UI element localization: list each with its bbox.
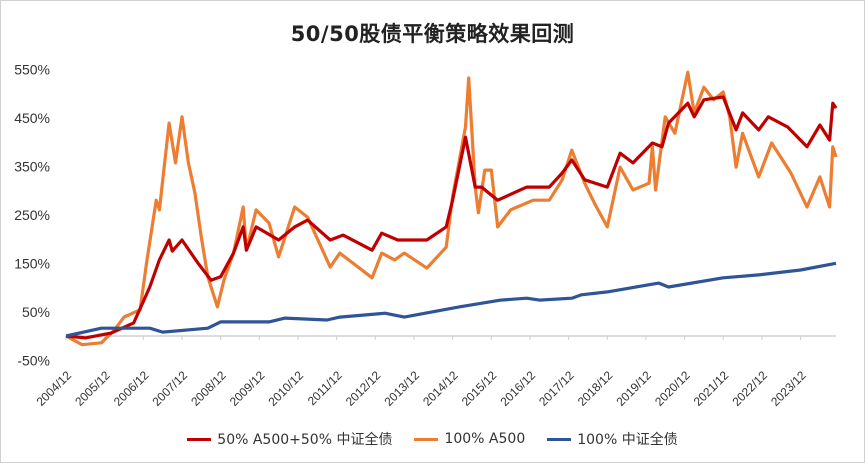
legend-swatch <box>414 437 439 441</box>
x-tick-label: 2019/12 <box>613 368 654 409</box>
x-tick-label: 2018/12 <box>575 368 616 409</box>
legend-swatch <box>547 437 572 441</box>
x-tick-label: 2013/12 <box>381 368 422 409</box>
x-tick-label: 2022/12 <box>729 368 770 409</box>
x-tick-label: 2016/12 <box>497 368 538 409</box>
x-tick-label: 2007/12 <box>150 368 191 409</box>
x-tick-label: 2010/12 <box>266 368 307 409</box>
legend-label: 100% A500 <box>444 431 526 447</box>
x-tick-label: 2006/12 <box>111 368 152 409</box>
chart-title: 50/50股债平衡策略效果回测 <box>290 22 575 46</box>
x-tick-label: 2015/12 <box>459 368 500 409</box>
series-lines <box>65 70 838 347</box>
series-line-0 <box>65 95 838 340</box>
x-tick-label: 2009/12 <box>227 368 268 409</box>
x-tick-label: 2020/12 <box>652 368 693 409</box>
legend: 50% A500+50% 中证全债 100% A500 100% 中证全债 <box>0 429 865 449</box>
legend-label: 100% 中证全债 <box>577 432 678 448</box>
x-tick-label: 2014/12 <box>420 368 461 409</box>
series-line-2 <box>65 261 837 338</box>
x-tick-label: 2012/12 <box>343 368 384 409</box>
y-tick-label: 550% <box>14 61 50 77</box>
y-tick-label: 450% <box>14 110 50 126</box>
y-tick-label: 150% <box>14 255 50 271</box>
legend-label: 50% A500+50% 中证全债 <box>217 432 393 448</box>
y-tick-label: 250% <box>14 207 50 223</box>
legend-item: 50% A500+50% 中证全债 <box>187 429 392 449</box>
x-tick-label: 2023/12 <box>768 368 809 409</box>
x-tick-label: 2011/12 <box>305 368 345 408</box>
y-tick-label: 50% <box>22 304 50 320</box>
x-tick-label: 2004/12 <box>34 368 75 409</box>
y-tick-label: 350% <box>14 158 50 174</box>
x-tick-label: 2017/12 <box>536 368 577 409</box>
legend-swatch <box>187 437 212 441</box>
x-axis: 2004/122005/122006/122007/122008/122009/… <box>34 335 836 409</box>
y-tick-label: -50% <box>17 352 50 368</box>
y-axis: 550% 450% 350% 250% 150% 50% -50% <box>14 61 50 368</box>
x-tick-label: 2005/12 <box>72 368 113 409</box>
x-tick-label: 2021/12 <box>691 368 732 409</box>
legend-item: 100% A500 <box>414 429 525 449</box>
legend-item: 100% 中证全债 <box>547 429 678 449</box>
x-tick-label: 2008/12 <box>188 368 229 409</box>
